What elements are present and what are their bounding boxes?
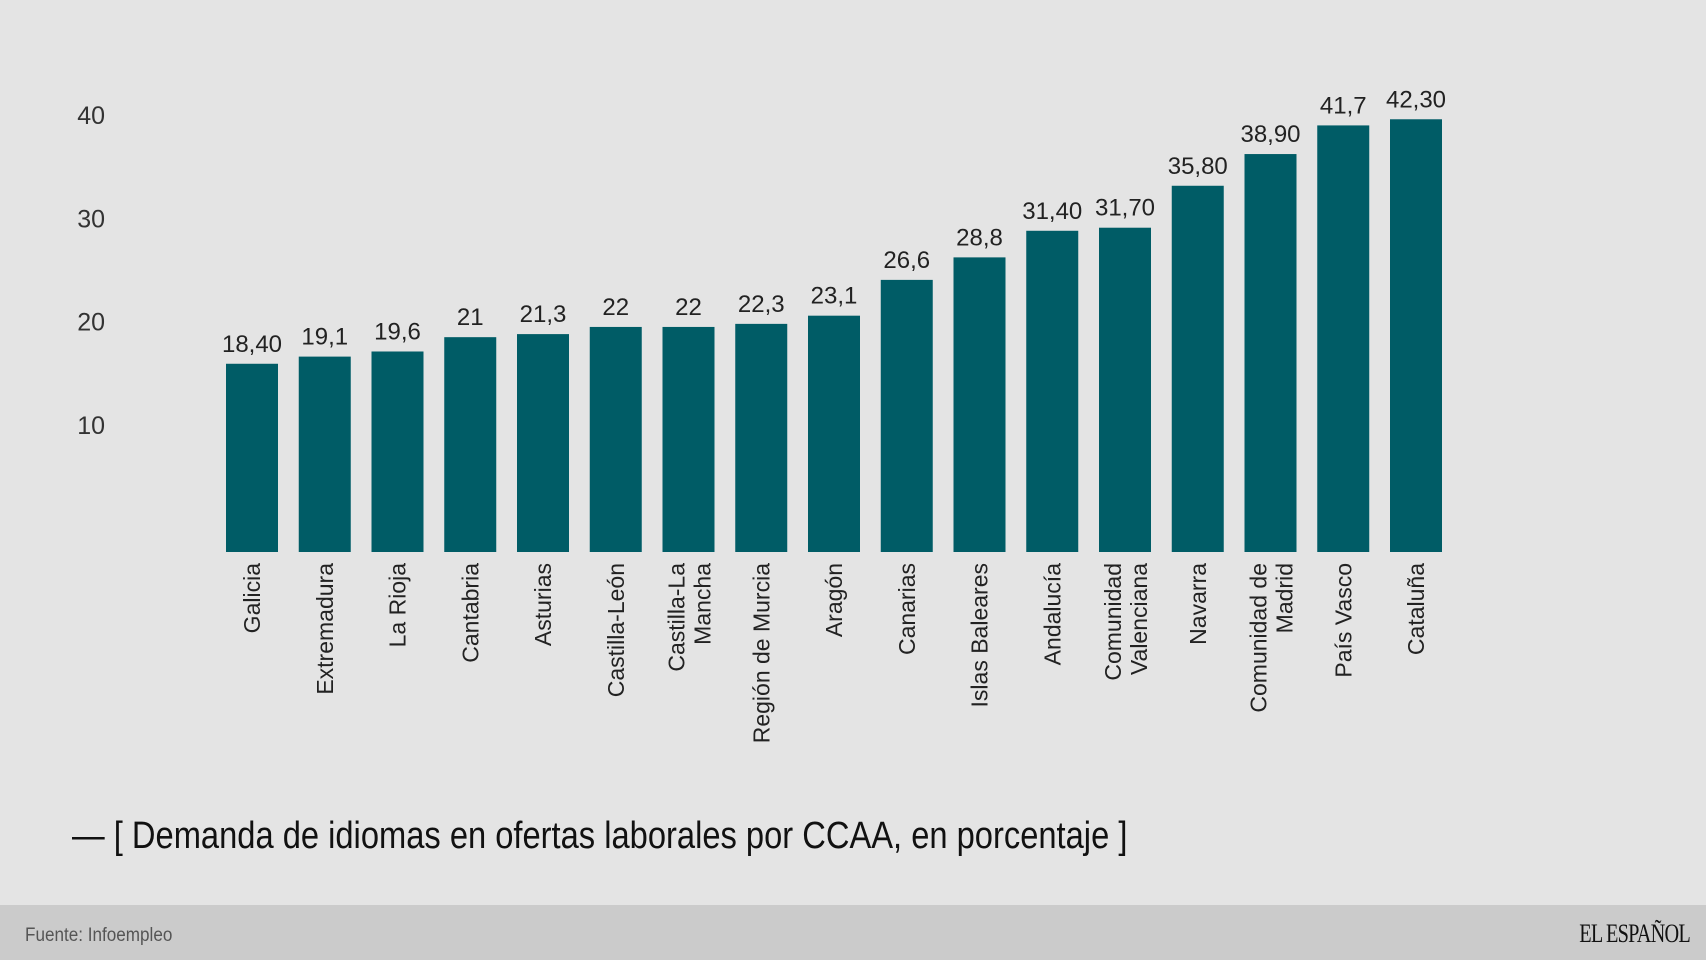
category-label: Islas Baleares bbox=[967, 563, 993, 707]
category-label: Comunidad de bbox=[1246, 563, 1272, 713]
y-tick-label: 10 bbox=[77, 412, 105, 440]
bar bbox=[444, 337, 497, 552]
data-label: 31,70 bbox=[1095, 195, 1155, 222]
bar bbox=[517, 334, 569, 552]
bar bbox=[589, 326, 642, 552]
el-espanol-logo: EL ESPAÑOL bbox=[1579, 919, 1690, 948]
data-label: 21,3 bbox=[520, 301, 567, 328]
bar bbox=[1099, 227, 1151, 553]
bar bbox=[735, 323, 788, 552]
data-label: 31,40 bbox=[1022, 198, 1082, 225]
bar bbox=[662, 326, 715, 552]
data-label: 41,7 bbox=[1320, 92, 1367, 119]
category-label: Galicia bbox=[239, 563, 265, 634]
y-tick-label: 20 bbox=[77, 309, 105, 337]
source-note: Fuente: Infoempleo bbox=[25, 925, 173, 946]
category-label: Cantabria bbox=[457, 563, 483, 663]
data-label: 23,1 bbox=[811, 283, 858, 310]
footer: Fuente: Infoempleo EL ESPAÑOL bbox=[0, 905, 1706, 960]
bar bbox=[371, 351, 424, 552]
data-label: 22 bbox=[675, 294, 702, 321]
category-label: Madrid bbox=[1272, 563, 1298, 633]
bar bbox=[1317, 125, 1370, 552]
category-label: Canarias bbox=[894, 563, 920, 655]
category-label: Castilla-León bbox=[603, 563, 629, 697]
bar bbox=[298, 356, 351, 552]
data-label: 42,30 bbox=[1386, 86, 1446, 113]
category-label: Valenciana bbox=[1126, 563, 1152, 675]
data-label: 18,40 bbox=[222, 331, 282, 358]
category-label: Asturias bbox=[530, 563, 556, 646]
data-label: 28,8 bbox=[956, 224, 1003, 251]
bar bbox=[1390, 119, 1442, 553]
bar bbox=[226, 363, 278, 552]
data-label: 22 bbox=[602, 294, 629, 321]
category-label: Aragón bbox=[821, 563, 847, 637]
category-label: Extremadura bbox=[312, 563, 338, 695]
category-label: Comunidad bbox=[1100, 563, 1126, 681]
category-label: Cataluña bbox=[1403, 563, 1429, 655]
y-tick-label: 40 bbox=[77, 102, 105, 130]
data-label: 38,90 bbox=[1240, 121, 1300, 148]
bar-chart: 10 20 30 40 18,40 Galicia 19,1 Extremadura 19,6 L… bbox=[77, 86, 1446, 743]
category-label: Mancha bbox=[690, 563, 716, 645]
category-label: Navarra bbox=[1185, 563, 1211, 645]
chart-title: — [ Demanda de idiomas en ofertas labora… bbox=[72, 815, 1128, 857]
data-label: 19,1 bbox=[301, 324, 348, 351]
category-label: País Vasco bbox=[1330, 563, 1356, 678]
data-label: 21 bbox=[457, 304, 484, 331]
category-label: Región de Murcia bbox=[748, 563, 774, 743]
bar bbox=[1244, 154, 1297, 553]
bar bbox=[1171, 185, 1224, 553]
data-label: 35,80 bbox=[1168, 153, 1228, 180]
data-label: 26,6 bbox=[883, 247, 930, 274]
data-label: 22,3 bbox=[738, 291, 785, 318]
bar bbox=[880, 279, 933, 552]
bar bbox=[1026, 230, 1079, 552]
bar bbox=[953, 257, 1006, 552]
category-label: Castilla-La bbox=[664, 563, 690, 672]
y-tick-label: 30 bbox=[77, 205, 105, 233]
category-label: Andalucía bbox=[1039, 563, 1065, 666]
bar bbox=[808, 315, 860, 552]
data-label: 19,6 bbox=[374, 318, 421, 345]
category-label: La Rioja bbox=[385, 563, 411, 648]
